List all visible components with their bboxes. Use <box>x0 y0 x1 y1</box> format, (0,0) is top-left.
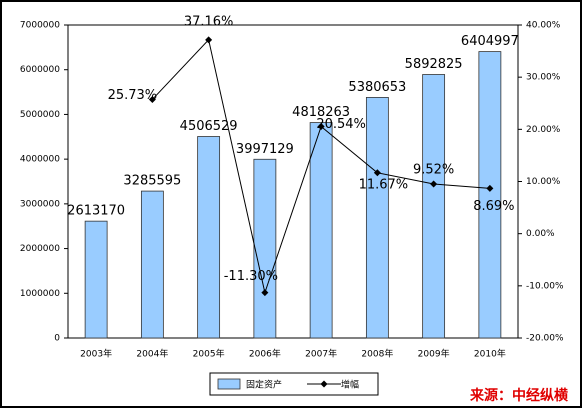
line-label: -11.30% <box>224 269 278 284</box>
bar-label: 4818263 <box>292 105 350 120</box>
y2-tick-label: 0.00% <box>526 229 555 239</box>
legend-marker <box>320 380 328 388</box>
legend-box <box>209 372 379 396</box>
line-marker <box>148 95 156 103</box>
line-label: 37.16% <box>184 14 234 29</box>
bar <box>197 136 221 339</box>
y-tick-label: 1000000 <box>20 289 60 299</box>
source: 来源：中经纵横 <box>469 387 569 404</box>
bar <box>140 190 164 339</box>
legend-label: 增幅 <box>341 379 359 391</box>
y2-tick-label: 40.00% <box>526 21 561 31</box>
bar-label: 3285595 <box>123 174 181 189</box>
bar-label: 6404997 <box>461 34 519 49</box>
bar <box>253 158 277 339</box>
bar-label: 4506529 <box>180 119 238 134</box>
line-marker <box>261 289 269 297</box>
x-tick-label: 2006年 <box>249 348 281 360</box>
y2-tick-label: 10.00% <box>526 177 561 187</box>
y-tick-label: 7000000 <box>20 21 60 31</box>
line-marker <box>317 123 325 131</box>
bar <box>309 122 333 339</box>
y2-tick-label: -20.00% <box>526 334 564 344</box>
line-label: 11.67% <box>359 177 409 192</box>
line-label: 9.52% <box>413 163 454 178</box>
y2-tick-label: 20.00% <box>526 125 561 135</box>
bar-label: 2613170 <box>67 204 125 219</box>
y2-tick-label: 30.00% <box>526 73 561 83</box>
bar <box>365 97 389 339</box>
y-tick-label: 4000000 <box>20 155 60 165</box>
y2-tick-label: -10.00% <box>526 281 564 291</box>
bar-label: 3997129 <box>236 142 294 157</box>
line-label: 8.69% <box>473 199 514 214</box>
y-tick-label: 0 <box>54 334 60 344</box>
legend-label: 固定资产 <box>246 379 282 391</box>
line-marker <box>205 36 213 44</box>
line-marker <box>430 180 438 188</box>
bar-label: 5380653 <box>348 80 406 95</box>
x-tick-label: 2007年 <box>305 348 337 360</box>
bar <box>422 74 446 339</box>
y-tick-label: 3000000 <box>20 199 60 209</box>
y-tick-label: 2000000 <box>20 244 60 254</box>
x-tick-label: 2003年 <box>80 348 112 360</box>
bar <box>84 220 108 339</box>
x-tick-label: 2010年 <box>474 348 506 360</box>
bar-label: 5892825 <box>405 57 463 72</box>
y-tick-label: 5000000 <box>20 110 60 120</box>
y-tick-label: 6000000 <box>20 65 60 75</box>
line-label: 20.54% <box>316 117 366 132</box>
line-marker <box>486 184 494 192</box>
bar <box>478 51 502 339</box>
x-tick-label: 2008年 <box>361 348 393 360</box>
legend-swatch <box>217 378 241 390</box>
x-tick-label: 2005年 <box>193 348 225 360</box>
line-marker <box>373 169 381 177</box>
x-tick-label: 2004年 <box>136 348 168 360</box>
x-tick-label: 2009年 <box>418 348 450 360</box>
line-label: 25.73% <box>108 88 158 103</box>
